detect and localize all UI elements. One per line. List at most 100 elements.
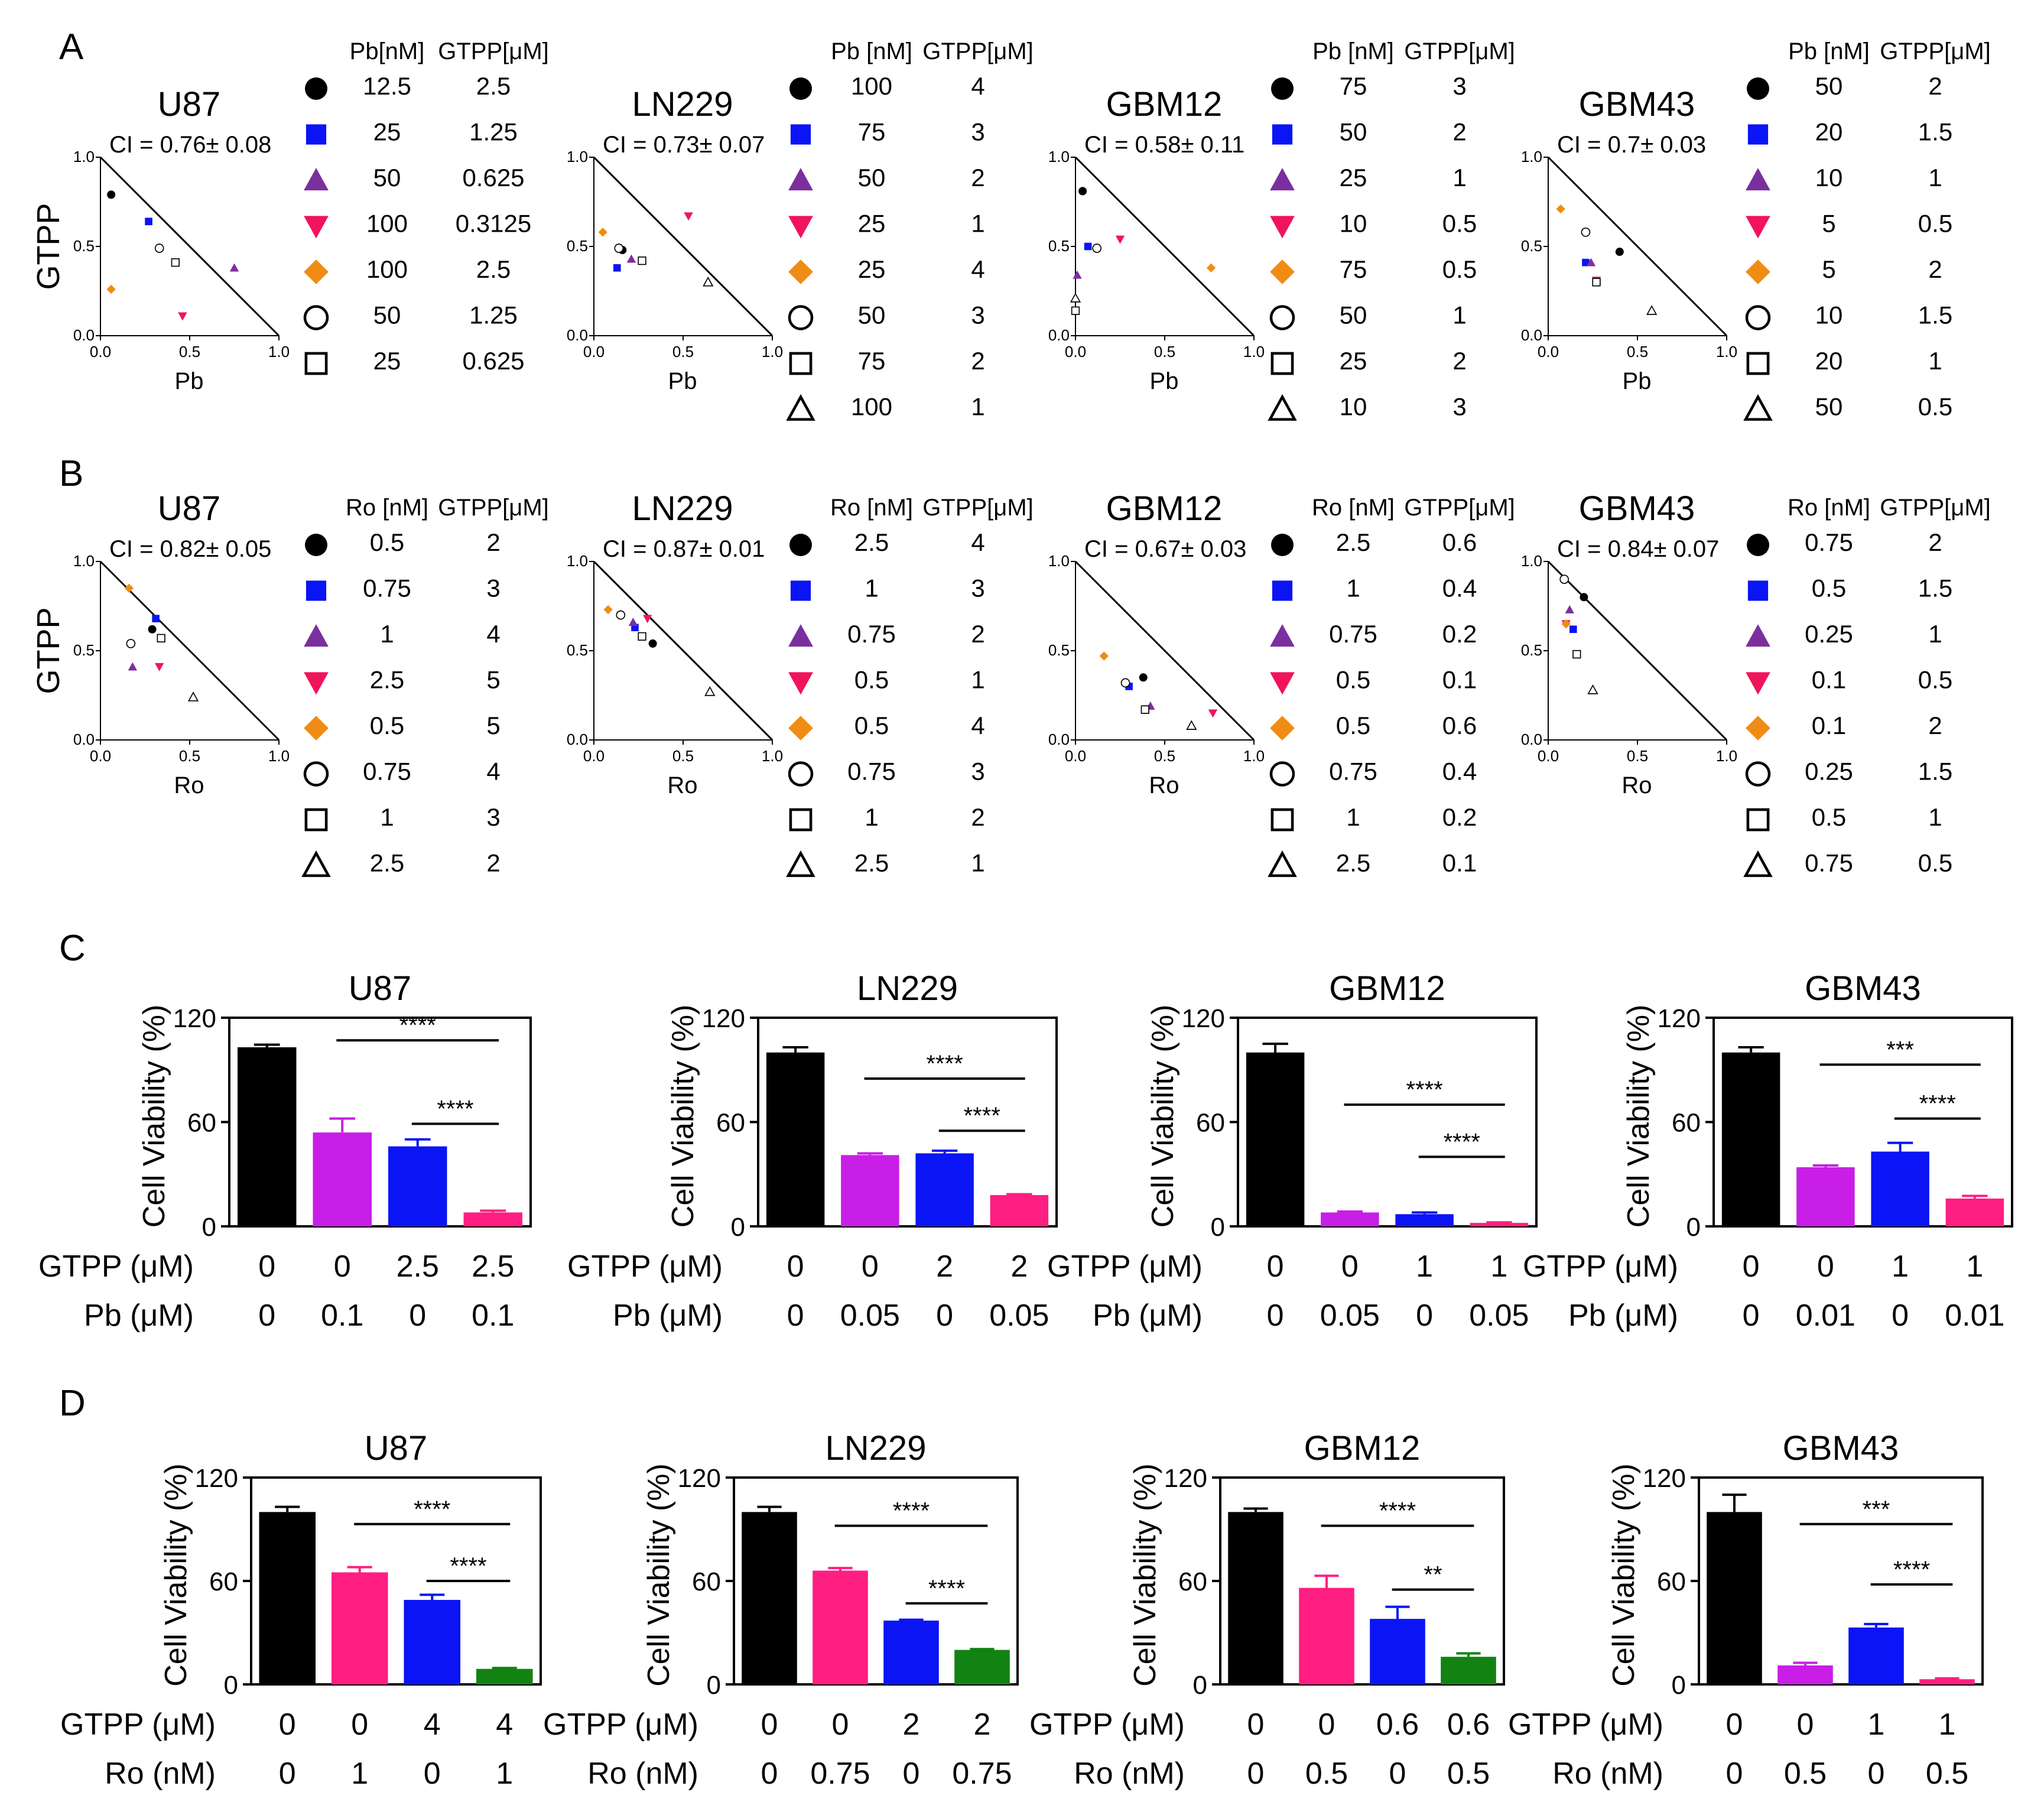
- x-tick-label: 0.5: [1627, 747, 1648, 765]
- table-header-gtpp: GTPP[μM]: [1404, 495, 1515, 521]
- row-value-gtpp: 1: [1490, 1249, 1507, 1284]
- table-header-dose: Ro [nM]: [830, 495, 913, 521]
- table-gtpp-value: 0.5: [1442, 255, 1477, 283]
- additivity-line: [1074, 560, 1255, 741]
- legend-marker: [789, 77, 812, 100]
- table-dose-value: 0.75: [1805, 849, 1853, 877]
- table-gtpp-value: 1: [1928, 620, 1942, 648]
- legend-marker: [1746, 716, 1770, 741]
- legend-marker: [1743, 394, 1773, 421]
- significance-stars: **: [1424, 1562, 1442, 1588]
- isobologram-b-2: GBM12 CI = 0.67± 0.03 0.00.0 0.5 0.5 1.0 1.0 Ro…: [1048, 489, 1515, 877]
- legend-marker: [790, 580, 811, 601]
- row-value-drug: 0: [279, 1756, 296, 1791]
- y-tick-label: 60: [209, 1567, 238, 1596]
- significance-stars: ****: [1444, 1129, 1480, 1155]
- data-point: [1115, 235, 1125, 244]
- panel-letter-b: B: [59, 453, 83, 494]
- legend-marker: [1270, 624, 1295, 647]
- table-dose-value: 1: [1346, 803, 1360, 831]
- row-value-drug: 0: [258, 1298, 275, 1333]
- row-value-drug: 0.05: [989, 1298, 1049, 1333]
- bar: [1370, 1619, 1425, 1684]
- significance-stars: ****: [1893, 1557, 1930, 1583]
- isobologram-title: U87: [158, 489, 220, 528]
- ci-label: CI = 0.76± 0.08: [109, 132, 271, 158]
- bar: [476, 1668, 533, 1684]
- ci-label: CI = 0.73± 0.07: [603, 132, 765, 158]
- y-tick-label: 0: [1686, 1213, 1701, 1242]
- y-tick-label: 1.0: [567, 148, 588, 165]
- row-value-gtpp: 1: [1966, 1249, 1983, 1284]
- bar: [841, 1155, 899, 1226]
- x-tick-label: 0.0: [1538, 747, 1559, 765]
- data-point: [171, 258, 180, 267]
- table-gtpp-value: 2: [1928, 528, 1942, 556]
- legend-marker: [1269, 305, 1295, 330]
- x-tick-label: 1.0: [1243, 343, 1265, 361]
- legend-marker: [304, 216, 329, 239]
- table-gtpp-value: 0.6: [1442, 528, 1477, 556]
- x-tick-label: 0.0: [1538, 343, 1559, 361]
- table-dose-value: 50: [373, 301, 401, 329]
- table-gtpp-value: 2: [486, 528, 500, 556]
- y-axis-label: Cell Viability (%): [666, 1005, 700, 1228]
- data-point: [106, 284, 116, 294]
- table-dose-value: 50: [858, 301, 886, 329]
- legend-marker: [306, 580, 327, 601]
- row-label-drug: Ro (nM): [105, 1756, 216, 1791]
- table-dose-value: 25: [373, 347, 401, 375]
- data-point: [1559, 574, 1569, 585]
- legend-marker: [788, 761, 814, 787]
- table-gtpp-value: 0.6: [1442, 712, 1477, 739]
- data-point: [1646, 305, 1658, 315]
- row-value-gtpp: 0: [279, 1707, 296, 1742]
- bar: [813, 1570, 868, 1684]
- bar-chart-title: GBM12: [1304, 1429, 1421, 1467]
- x-tick-label: 0.0: [583, 747, 605, 765]
- data-point: [1186, 720, 1197, 730]
- legend-marker: [301, 850, 331, 877]
- row-value-gtpp: 4: [496, 1707, 513, 1742]
- legend-marker: [1747, 534, 1769, 556]
- additivity-line: [99, 156, 280, 337]
- row-value-drug: 0: [409, 1298, 426, 1333]
- data-point: [703, 276, 714, 287]
- table-gtpp-value: 1.5: [1918, 574, 1952, 602]
- data-point: [1592, 278, 1601, 287]
- table-gtpp-value: 1: [971, 210, 984, 238]
- y-tick-label: 0.0: [1048, 730, 1070, 748]
- row-label-gtpp: GTPP (μM): [543, 1707, 698, 1742]
- legend-marker: [789, 808, 813, 832]
- ci-label: CI = 0.84± 0.07: [1557, 536, 1719, 562]
- legend-marker: [1268, 850, 1297, 877]
- y-tick-label: 0: [224, 1671, 238, 1700]
- y-tick-label: 0: [1672, 1671, 1686, 1700]
- row-value-drug: 0.5: [1784, 1756, 1827, 1791]
- bar-chart-title: U87: [365, 1429, 427, 1467]
- ci-label: CI = 0.87± 0.01: [603, 536, 765, 562]
- row-value-gtpp: 0: [1318, 1707, 1335, 1742]
- row-value-drug: 0.75: [952, 1756, 1012, 1791]
- table-dose-value: 0.75: [363, 574, 411, 602]
- y-tick-label: 120: [1643, 1464, 1686, 1493]
- row-value-drug: 0: [1267, 1298, 1284, 1333]
- legend-marker: [1746, 216, 1770, 239]
- row-value-gtpp: 0: [1817, 1249, 1834, 1284]
- table-gtpp-value: 1.5: [1918, 301, 1952, 329]
- row-value-drug: 0.05: [1320, 1298, 1380, 1333]
- table-header-gtpp: GTPP[μM]: [438, 495, 549, 521]
- legend-marker: [1270, 352, 1294, 375]
- significance-stars: ****: [450, 1553, 486, 1579]
- legend-marker: [1746, 259, 1770, 284]
- data-point: [1140, 705, 1149, 714]
- table-gtpp-value: 1.5: [1918, 758, 1952, 785]
- row-label-gtpp: GTPP (μM): [1029, 1707, 1185, 1742]
- y-tick-label: 1.0: [567, 552, 588, 570]
- data-point: [1070, 293, 1081, 303]
- row-label-gtpp: GTPP (μM): [60, 1707, 216, 1742]
- y-tick-label: 0: [1193, 1671, 1207, 1700]
